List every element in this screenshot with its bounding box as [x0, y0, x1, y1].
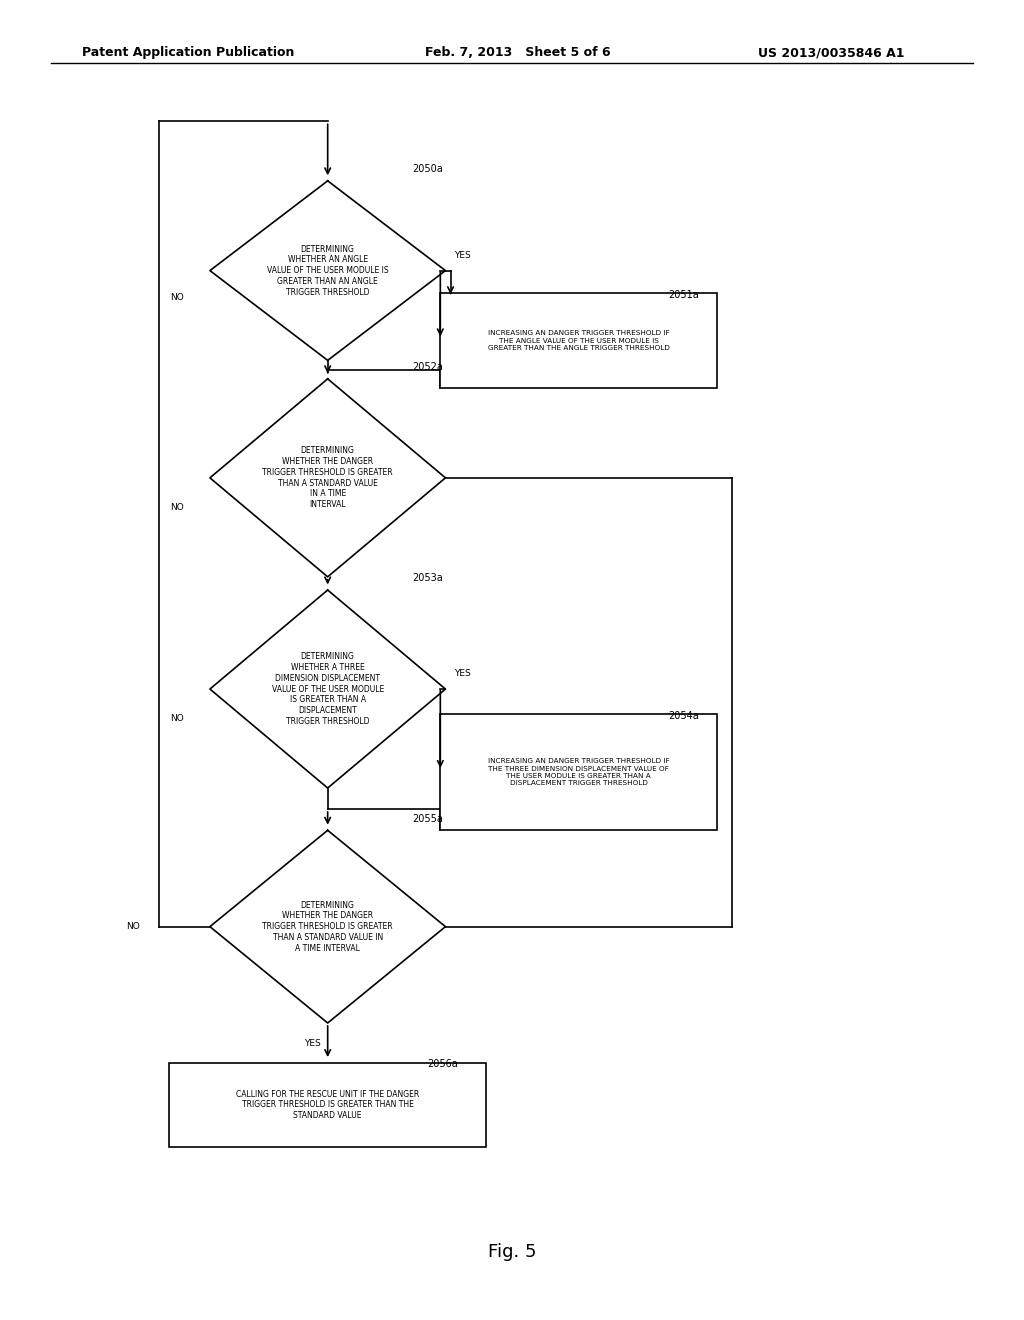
- Text: 2053a: 2053a: [412, 573, 443, 583]
- Text: 2055a: 2055a: [412, 813, 443, 824]
- Text: YES: YES: [454, 669, 470, 678]
- Text: YES: YES: [454, 251, 470, 260]
- Text: DETERMINING
WHETHER THE DANGER
TRIGGER THRESHOLD IS GREATER
THAN A STANDARD VALU: DETERMINING WHETHER THE DANGER TRIGGER T…: [262, 446, 393, 510]
- Text: Fig. 5: Fig. 5: [487, 1242, 537, 1261]
- Bar: [169, 1063, 486, 1147]
- Text: DETERMINING
WHETHER THE DANGER
TRIGGER THRESHOLD IS GREATER
THAN A STANDARD VALU: DETERMINING WHETHER THE DANGER TRIGGER T…: [262, 900, 393, 953]
- Polygon shape: [210, 590, 445, 788]
- Text: DETERMINING
WHETHER A THREE
DIMENSION DISPLACEMENT
VALUE OF THE USER MODULE
IS G: DETERMINING WHETHER A THREE DIMENSION DI…: [271, 652, 384, 726]
- Text: 2056a: 2056a: [428, 1059, 459, 1069]
- Polygon shape: [210, 379, 445, 577]
- Text: 2052a: 2052a: [412, 362, 443, 372]
- Text: Patent Application Publication: Patent Application Publication: [82, 46, 294, 59]
- Polygon shape: [210, 830, 445, 1023]
- Text: NO: NO: [127, 923, 140, 931]
- Polygon shape: [210, 181, 445, 360]
- Text: 2051a: 2051a: [668, 289, 699, 300]
- Bar: [440, 714, 717, 830]
- Bar: [440, 293, 717, 388]
- Text: NO: NO: [171, 714, 184, 723]
- Text: INCREASING AN DANGER TRIGGER THRESHOLD IF
THE THREE DIMENSION DISPLACEMENT VALUE: INCREASING AN DANGER TRIGGER THRESHOLD I…: [487, 758, 670, 787]
- Text: US 2013/0035846 A1: US 2013/0035846 A1: [758, 46, 904, 59]
- Text: INCREASING AN DANGER TRIGGER THRESHOLD IF
THE ANGLE VALUE OF THE USER MODULE IS
: INCREASING AN DANGER TRIGGER THRESHOLD I…: [487, 330, 670, 351]
- Text: NO: NO: [171, 503, 184, 512]
- Text: Feb. 7, 2013   Sheet 5 of 6: Feb. 7, 2013 Sheet 5 of 6: [425, 46, 610, 59]
- Text: 2050a: 2050a: [412, 164, 443, 174]
- Text: NO: NO: [171, 293, 184, 302]
- Text: 2054a: 2054a: [668, 710, 699, 721]
- Text: YES: YES: [304, 1039, 321, 1048]
- Text: CALLING FOR THE RESCUE UNIT IF THE DANGER
TRIGGER THRESHOLD IS GREATER THAN THE
: CALLING FOR THE RESCUE UNIT IF THE DANGE…: [237, 1089, 419, 1121]
- Text: DETERMINING
WHETHER AN ANGLE
VALUE OF THE USER MODULE IS
GREATER THAN AN ANGLE
T: DETERMINING WHETHER AN ANGLE VALUE OF TH…: [267, 244, 388, 297]
